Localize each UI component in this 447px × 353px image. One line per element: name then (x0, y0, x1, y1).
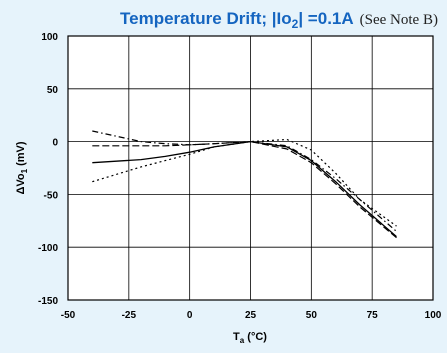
x-axis-label-unit: (°C) (244, 331, 267, 343)
series-line-dotted (92, 138, 397, 227)
x-tick-label: 50 (306, 310, 318, 321)
series-line-solid (92, 140, 397, 238)
y-tick-label: -100 (38, 243, 58, 254)
y-tick-label: 50 (47, 85, 59, 96)
x-axis-label-main: T (233, 331, 240, 343)
y-axis-label-main: ΔVo (15, 173, 27, 194)
title-subscript: 2 (292, 17, 299, 31)
y-axis-label: ΔVo1 (mV) (15, 141, 29, 194)
title-main: Temperature Drift; |Io (120, 9, 292, 28)
x-tick-label: 100 (425, 310, 442, 321)
y-tick-label: -150 (38, 296, 58, 307)
x-axis-label-sub: a (240, 336, 245, 345)
y-tick-label: -50 (44, 190, 59, 201)
x-tick-label: -50 (61, 310, 76, 321)
x-tick-label: 75 (367, 310, 379, 321)
series-group (92, 130, 397, 239)
y-axis-label-unit: (mV) (15, 141, 27, 169)
y-tick-label: 100 (41, 32, 58, 43)
x-tick-label: 0 (187, 310, 193, 321)
x-tick-label: 25 (245, 310, 257, 321)
x-ticks: -50 -25 0 25 50 75 100 (61, 310, 442, 321)
series-line-dashed (92, 141, 397, 239)
chart-title: Temperature Drift; |Io2| =0.1A (See Note … (120, 9, 438, 31)
x-tick-label: -25 (122, 310, 137, 321)
series-line-dashdot (92, 130, 397, 232)
x-axis-label: Ta (°C) (233, 331, 267, 345)
y-ticks: 100 50 0 -50 -100 -150 (38, 32, 58, 307)
y-tick-label: 0 (52, 138, 58, 149)
title-note: (See Note B) (360, 12, 438, 28)
y-axis-label-sub: 1 (20, 168, 29, 173)
title-main-tail: | =0.1A (298, 9, 353, 28)
